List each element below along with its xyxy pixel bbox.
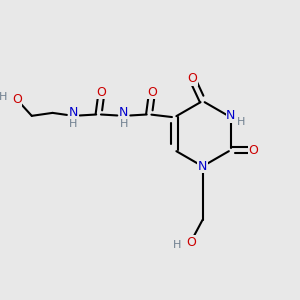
Text: H: H xyxy=(0,92,8,101)
Text: O: O xyxy=(187,72,197,85)
Text: H: H xyxy=(69,119,77,129)
Text: N: N xyxy=(226,109,236,122)
Text: H: H xyxy=(120,119,128,129)
Text: O: O xyxy=(12,93,22,106)
Text: O: O xyxy=(147,85,157,99)
Text: O: O xyxy=(186,236,196,249)
Text: H: H xyxy=(173,240,182,250)
Text: O: O xyxy=(248,143,258,157)
Text: N: N xyxy=(198,160,207,173)
Text: O: O xyxy=(97,85,106,99)
Text: N: N xyxy=(69,106,78,119)
Text: H: H xyxy=(237,117,245,127)
Text: N: N xyxy=(119,106,128,119)
